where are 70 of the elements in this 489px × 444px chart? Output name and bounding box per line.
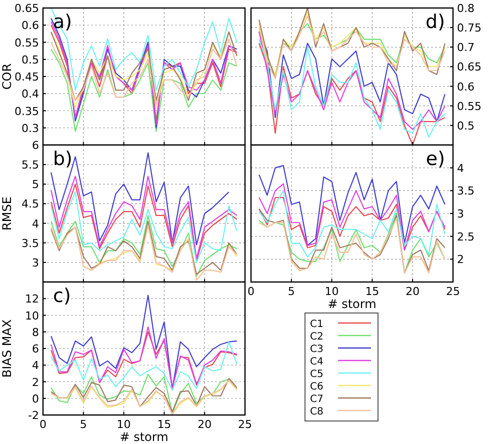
y-tick-label: -2	[28, 409, 39, 422]
y-tick-label: 2	[457, 253, 464, 266]
y-tick-label: 0	[32, 392, 39, 406]
y-tick-label: 3	[32, 256, 39, 270]
legend-label: C8	[310, 406, 324, 418]
y-tick-label: 4	[32, 217, 39, 230]
y-axis-title: RMSE	[0, 196, 14, 230]
y-tick-label: 0.65	[14, 2, 39, 15]
chart-title: b)	[53, 148, 72, 170]
legend-label: C7	[310, 394, 324, 405]
x-tick-label: 15	[157, 418, 172, 431]
chart-title: c)	[53, 285, 71, 307]
legend-label: C6	[310, 382, 324, 392]
y-tick-label: 0.75	[457, 22, 482, 35]
y-tick-label: 6	[32, 139, 39, 152]
x-tick-label: 20	[406, 285, 420, 298]
y-tick-label: 12	[25, 292, 39, 306]
legend-label: C5	[310, 369, 324, 380]
line-series	[258, 183, 446, 251]
x-tick-label: 20	[198, 418, 212, 431]
y-tick-label: 5	[32, 178, 39, 192]
x-tick-label: 0	[248, 285, 254, 298]
y-tick-label: 3.5	[457, 184, 474, 198]
y-tick-label: 6	[32, 342, 39, 356]
y-tick-label: 4	[32, 359, 39, 372]
y-tick-label: 0.5	[22, 53, 39, 66]
x-tick-label: 10	[116, 418, 131, 431]
legend-label: C1	[310, 319, 324, 330]
y-tick-label: 10	[25, 309, 39, 322]
x-tick-label: 25	[238, 418, 252, 431]
y-tick-label: 2.5	[457, 230, 474, 244]
y-tick-label: 0.35	[14, 104, 39, 118]
y-tick-label: 3.5	[22, 236, 39, 250]
y-tick-label: 0.65	[457, 60, 482, 74]
y-tick-label: 0.6	[22, 19, 39, 32]
y-tick-label: 0.55	[14, 36, 39, 50]
line-series	[258, 190, 446, 258]
line-series	[50, 8, 238, 91]
x-tick-label: 5	[80, 418, 87, 431]
y-tick-label: 0.7	[457, 41, 474, 54]
y-tick-label: 0.55	[457, 100, 482, 113]
chart-title: e)	[426, 148, 445, 170]
legend-label: C4	[310, 356, 324, 368]
y-tick-label: 0.4	[22, 88, 39, 101]
line-series	[50, 152, 230, 246]
line-series	[258, 196, 446, 251]
line-series	[50, 341, 238, 391]
y-tick-label: 5.5	[22, 158, 39, 172]
y-tick-label: 3	[457, 208, 464, 220]
y-axis-title: COR	[0, 63, 14, 90]
y-tick-label: 0.45	[14, 70, 39, 84]
y-tick-label: 0.8	[457, 2, 474, 15]
y-tick-label: 0.5	[457, 119, 474, 132]
y-tick-label: 8	[32, 326, 39, 339]
legend-label: C2	[310, 332, 324, 342]
chart-title: d)	[426, 11, 445, 33]
legend-label: C3	[310, 344, 324, 355]
x-axis-title: # storm	[328, 297, 376, 311]
y-tick-label: 4.5	[22, 198, 39, 211]
y-tick-label: 4	[457, 162, 464, 175]
y-axis-title: BIAS MAX	[0, 319, 14, 378]
y-tick-label: 0.6	[457, 80, 474, 94]
x-tick-label: 25	[446, 285, 460, 298]
y-tick-label: 0.3	[22, 122, 39, 135]
y-tick-label: 2	[32, 376, 39, 389]
line-series	[50, 48, 238, 132]
x-tick-label: 5	[288, 285, 295, 298]
x-tick-label: 10	[324, 285, 339, 298]
x-axis-title: # storm	[120, 430, 168, 444]
x-tick-label: 15	[365, 285, 380, 298]
